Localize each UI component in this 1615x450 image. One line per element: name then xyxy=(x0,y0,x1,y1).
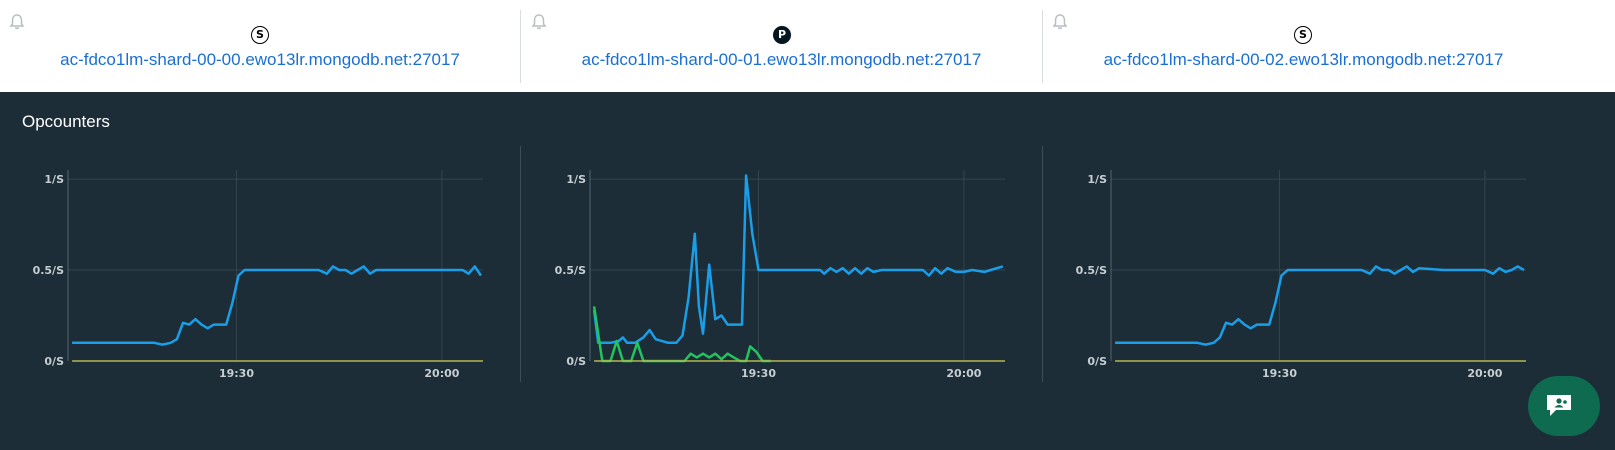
secondary-badge: S xyxy=(251,26,269,44)
host-column-2: S ac-fdco1lm-shard-00-02.ewo13lr.mongodb… xyxy=(1043,0,1564,92)
host-link-0[interactable]: ac-fdco1lm-shard-00-00.ewo13lr.mongodb.n… xyxy=(60,50,460,69)
x-tick-label: 20:00 xyxy=(946,367,981,380)
series-line-query[interactable] xyxy=(1115,265,1525,346)
x-tick-label: 20:00 xyxy=(1467,367,1502,380)
opcounters-chart-svg: 0/S 0.5/S 1/S 19:30 20:00 xyxy=(1076,170,1526,380)
bell-icon[interactable] xyxy=(1051,13,1069,31)
host-header-bar: S ac-fdco1lm-shard-00-00.ewo13lr.mongodb… xyxy=(0,0,1615,92)
y-tick-label: 1/S xyxy=(1087,173,1107,186)
host-link-1[interactable]: ac-fdco1lm-shard-00-01.ewo13lr.mongodb.n… xyxy=(581,50,982,69)
opcounters-chart-2: 0/S 0.5/S 1/S 19:30 20:00 xyxy=(1073,140,1543,390)
host-column-1: P ac-fdco1lm-shard-00-01.ewo13lr.mongodb… xyxy=(521,0,1042,92)
y-tick-label: 0/S xyxy=(1087,355,1107,368)
y-tick-label: 1/S xyxy=(566,173,586,186)
y-tick-label: 0.5/S xyxy=(555,264,587,277)
chart-divider xyxy=(1042,146,1043,382)
host-divider xyxy=(1042,10,1043,83)
primary-badge: P xyxy=(773,26,791,44)
host-link-2[interactable]: ac-fdco1lm-shard-00-02.ewo13lr.mongodb.n… xyxy=(1103,50,1504,69)
chat-icon xyxy=(1547,395,1571,416)
host-column-0: S ac-fdco1lm-shard-00-00.ewo13lr.mongodb… xyxy=(0,0,520,92)
bell-icon[interactable] xyxy=(530,13,548,31)
chart-divider xyxy=(520,146,521,382)
opcounters-chart-0: 0/S 0.5/S 1/S 19:30 20:00 xyxy=(30,140,500,390)
section-title: Opcounters xyxy=(22,112,110,131)
opcounters-chart-1: 0/S 0.5/S 1/S 19:30 20:00 xyxy=(552,140,1022,390)
x-tick-label: 19:30 xyxy=(741,367,776,380)
y-tick-label: 1/S xyxy=(44,173,64,186)
chat-support-button[interactable] xyxy=(1528,376,1600,436)
x-tick-label: 19:30 xyxy=(219,367,254,380)
y-tick-label: 0.5/S xyxy=(33,264,65,277)
host-divider xyxy=(520,10,521,83)
x-tick-label: 19:30 xyxy=(1262,367,1297,380)
y-tick-label: 0/S xyxy=(566,355,586,368)
x-tick-label: 20:00 xyxy=(424,367,459,380)
series-line-query[interactable] xyxy=(592,174,1004,345)
series-line-query[interactable] xyxy=(72,265,482,346)
opcounters-chart-svg: 0/S 0.5/S 1/S 19:30 20:00 xyxy=(33,170,483,380)
y-tick-label: 0/S xyxy=(44,355,64,368)
bell-icon[interactable] xyxy=(8,13,26,31)
opcounters-chart-svg: 0/S 0.5/S 1/S 19:30 20:00 xyxy=(555,170,1005,380)
y-tick-label: 0.5/S xyxy=(1076,264,1108,277)
secondary-badge: S xyxy=(1294,26,1312,44)
